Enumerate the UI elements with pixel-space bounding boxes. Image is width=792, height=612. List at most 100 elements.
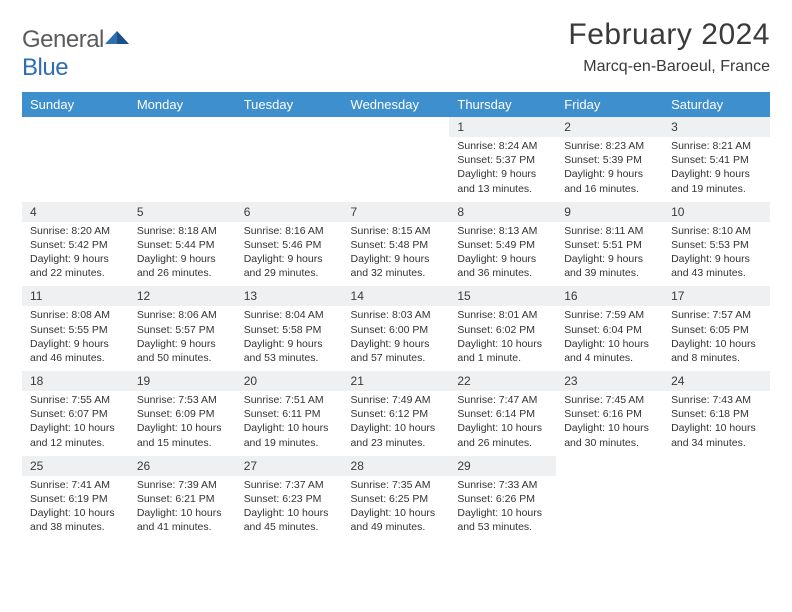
day-number: 9 [556,202,663,222]
day-detail-text: Sunrise: 8:06 AM Sunset: 5:57 PM Dayligh… [129,306,236,371]
day-detail-cell: Sunrise: 7:35 AM Sunset: 6:25 PM Dayligh… [343,476,450,541]
day-detail-text: Sunrise: 8:03 AM Sunset: 6:00 PM Dayligh… [343,306,450,371]
day-number: 19 [129,371,236,391]
logo: GeneralBlue [22,26,131,82]
day-number-cell: 1 [449,117,556,137]
day-number-cell: 17 [663,286,770,306]
day-number: 3 [663,117,770,137]
day-number-cell: 22 [449,371,556,391]
day-detail-cell: Sunrise: 7:47 AM Sunset: 6:14 PM Dayligh… [449,391,556,456]
day-number-cell: 11 [22,286,129,306]
day-detail-cell: Sunrise: 7:39 AM Sunset: 6:21 PM Dayligh… [129,476,236,541]
empty-cell [236,117,343,137]
header: GeneralBlue February 2024 Marcq-en-Baroe… [22,18,770,82]
day-number: 25 [22,456,129,476]
day-detail-cell: Sunrise: 8:18 AM Sunset: 5:44 PM Dayligh… [129,222,236,287]
title-block: February 2024 Marcq-en-Baroeul, France [568,18,770,76]
day-detail-cell: Sunrise: 8:10 AM Sunset: 5:53 PM Dayligh… [663,222,770,287]
day-detail-text: Sunrise: 8:01 AM Sunset: 6:02 PM Dayligh… [449,306,556,371]
day-number: 6 [236,202,343,222]
day-detail-text: Sunrise: 7:53 AM Sunset: 6:09 PM Dayligh… [129,391,236,456]
day-number: 17 [663,286,770,306]
day-detail-cell: Sunrise: 8:06 AM Sunset: 5:57 PM Dayligh… [129,306,236,371]
day-detail-cell: Sunrise: 7:51 AM Sunset: 6:11 PM Dayligh… [236,391,343,456]
day-number: 14 [343,286,450,306]
weekday-header: Sunday [22,92,129,117]
day-detail-text: Sunrise: 7:57 AM Sunset: 6:05 PM Dayligh… [663,306,770,371]
day-detail-cell: Sunrise: 8:04 AM Sunset: 5:58 PM Dayligh… [236,306,343,371]
day-detail-cell: Sunrise: 7:49 AM Sunset: 6:12 PM Dayligh… [343,391,450,456]
day-number-cell: 23 [556,371,663,391]
day-detail-cell: Sunrise: 8:16 AM Sunset: 5:46 PM Dayligh… [236,222,343,287]
day-detail-text: Sunrise: 7:41 AM Sunset: 6:19 PM Dayligh… [22,476,129,541]
day-number: 15 [449,286,556,306]
day-number: 28 [343,456,450,476]
empty-cell [129,137,236,202]
day-number-cell: 10 [663,202,770,222]
day-detail-cell: Sunrise: 8:08 AM Sunset: 5:55 PM Dayligh… [22,306,129,371]
day-detail-row: Sunrise: 7:41 AM Sunset: 6:19 PM Dayligh… [22,476,770,541]
day-number-cell: 5 [129,202,236,222]
day-number: 10 [663,202,770,222]
empty-cell [236,137,343,202]
page-subtitle: Marcq-en-Baroeul, France [568,58,770,76]
day-number-cell: 25 [22,456,129,476]
day-detail-cell: Sunrise: 8:11 AM Sunset: 5:51 PM Dayligh… [556,222,663,287]
day-number-cell: 9 [556,202,663,222]
day-detail-cell: Sunrise: 7:45 AM Sunset: 6:16 PM Dayligh… [556,391,663,456]
day-detail-text: Sunrise: 7:55 AM Sunset: 6:07 PM Dayligh… [22,391,129,456]
empty-cell [343,117,450,137]
day-detail-cell: Sunrise: 7:57 AM Sunset: 6:05 PM Dayligh… [663,306,770,371]
page-title: February 2024 [568,18,770,52]
empty-cell [22,117,129,137]
day-detail-cell: Sunrise: 8:15 AM Sunset: 5:48 PM Dayligh… [343,222,450,287]
day-detail-row: Sunrise: 7:55 AM Sunset: 6:07 PM Dayligh… [22,391,770,456]
day-number-row: 11121314151617 [22,286,770,306]
day-detail-text: Sunrise: 7:45 AM Sunset: 6:16 PM Dayligh… [556,391,663,456]
day-detail-row: Sunrise: 8:20 AM Sunset: 5:42 PM Dayligh… [22,222,770,287]
day-detail-cell: Sunrise: 7:59 AM Sunset: 6:04 PM Dayligh… [556,306,663,371]
calendar-page: GeneralBlue February 2024 Marcq-en-Baroe… [0,0,792,612]
day-detail-text: Sunrise: 7:47 AM Sunset: 6:14 PM Dayligh… [449,391,556,456]
day-number-row: 45678910 [22,202,770,222]
day-detail-row: Sunrise: 8:24 AM Sunset: 5:37 PM Dayligh… [22,137,770,202]
day-number-cell: 2 [556,117,663,137]
day-number: 11 [22,286,129,306]
day-detail-text: Sunrise: 8:16 AM Sunset: 5:46 PM Dayligh… [236,222,343,287]
day-detail-cell: Sunrise: 8:21 AM Sunset: 5:41 PM Dayligh… [663,137,770,202]
logo-word-2: Blue [22,54,68,81]
day-number-cell: 28 [343,456,450,476]
day-detail-row: Sunrise: 8:08 AM Sunset: 5:55 PM Dayligh… [22,306,770,371]
day-detail-text: Sunrise: 7:43 AM Sunset: 6:18 PM Dayligh… [663,391,770,456]
day-detail-cell: Sunrise: 8:03 AM Sunset: 6:00 PM Dayligh… [343,306,450,371]
day-number-cell: 12 [129,286,236,306]
weekday-header: Monday [129,92,236,117]
day-detail-cell: Sunrise: 7:43 AM Sunset: 6:18 PM Dayligh… [663,391,770,456]
day-detail-cell: Sunrise: 8:24 AM Sunset: 5:37 PM Dayligh… [449,137,556,202]
day-detail-text: Sunrise: 8:20 AM Sunset: 5:42 PM Dayligh… [22,222,129,287]
day-number-cell: 29 [449,456,556,476]
day-detail-text: Sunrise: 8:21 AM Sunset: 5:41 PM Dayligh… [663,137,770,202]
day-number: 1 [449,117,556,137]
day-number: 2 [556,117,663,137]
day-detail-cell: Sunrise: 8:23 AM Sunset: 5:39 PM Dayligh… [556,137,663,202]
day-number: 16 [556,286,663,306]
empty-cell [129,117,236,137]
day-number-cell: 15 [449,286,556,306]
empty-cell [663,456,770,476]
day-number-row: 18192021222324 [22,371,770,391]
day-number-cell: 20 [236,371,343,391]
day-number-cell: 14 [343,286,450,306]
day-number-cell: 16 [556,286,663,306]
day-detail-cell: Sunrise: 7:55 AM Sunset: 6:07 PM Dayligh… [22,391,129,456]
weekday-header: Friday [556,92,663,117]
day-detail-text: Sunrise: 8:08 AM Sunset: 5:55 PM Dayligh… [22,306,129,371]
day-number: 21 [343,371,450,391]
day-number: 20 [236,371,343,391]
day-number: 26 [129,456,236,476]
day-number: 7 [343,202,450,222]
day-number-cell: 8 [449,202,556,222]
day-detail-text: Sunrise: 8:11 AM Sunset: 5:51 PM Dayligh… [556,222,663,287]
empty-cell [343,137,450,202]
day-number-cell: 26 [129,456,236,476]
